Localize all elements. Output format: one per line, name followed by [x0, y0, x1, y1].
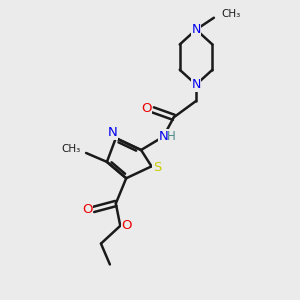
Text: CH₃: CH₃ — [221, 9, 241, 19]
Text: O: O — [141, 102, 152, 115]
Text: H: H — [167, 130, 176, 143]
Text: N: N — [158, 130, 168, 143]
Text: N: N — [191, 78, 201, 91]
Text: S: S — [153, 161, 161, 174]
Text: N: N — [108, 126, 118, 139]
Text: CH₃: CH₃ — [61, 143, 81, 154]
Text: O: O — [82, 203, 93, 216]
Text: N: N — [191, 23, 201, 36]
Text: O: O — [122, 219, 132, 232]
